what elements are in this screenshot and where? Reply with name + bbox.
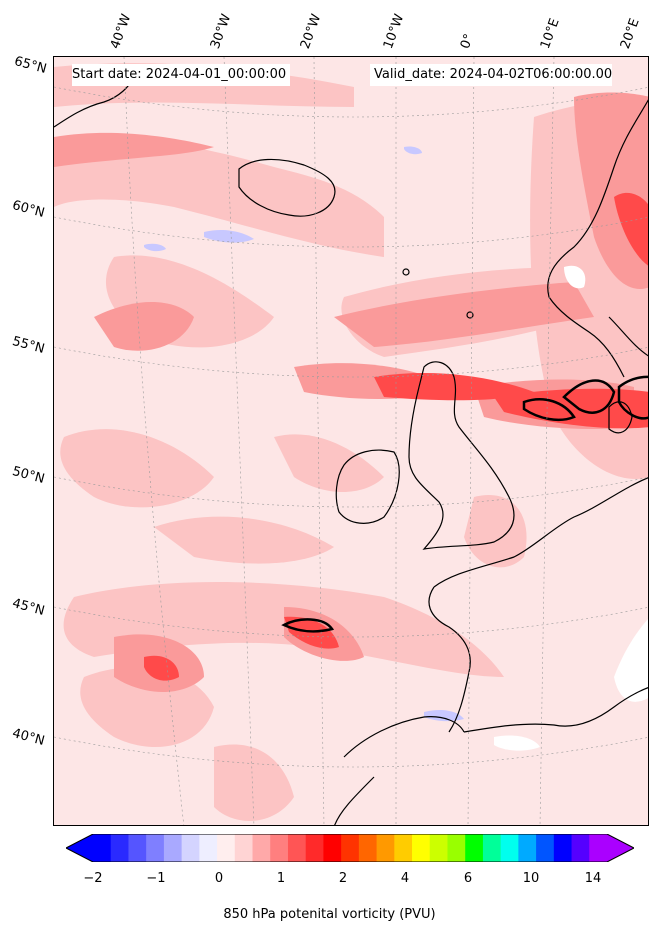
colorbar-tick-label: 2 (338, 871, 348, 886)
colorbar-swatch (518, 834, 537, 862)
lat-label-55n: 55°N (10, 334, 47, 357)
colorbar-swatch (199, 834, 218, 862)
lon-label-10w: 10°W (380, 12, 408, 51)
colorbar-swatch (465, 834, 484, 862)
colorbar-tick-label: −2 (83, 871, 103, 886)
colorbar-tick-label: 14 (584, 871, 602, 886)
colorbar (66, 834, 634, 862)
graticule (54, 57, 648, 825)
colorbar-swatch (287, 834, 307, 862)
colorbar-under-arrow (66, 834, 93, 862)
colorbar-swatch (146, 834, 165, 862)
colorbar-swatch (110, 834, 129, 862)
colorbar-swatch (358, 834, 378, 862)
lon-label-0: 0° (457, 31, 478, 51)
lat-label-65n: 65°N (12, 54, 49, 77)
colorbar-swatch (341, 834, 360, 862)
colorbar-tick-label: 6 (463, 871, 473, 886)
colorbar-swatch (589, 834, 608, 862)
colorbar-swatch (163, 834, 183, 862)
colorbar-swatch (482, 834, 502, 862)
colorbar-swatch (305, 834, 324, 862)
colorbar-swatch (181, 834, 200, 862)
pv-2pvu-contours (281, 375, 648, 633)
colorbar-swatch (252, 834, 271, 862)
colorbar-swatch (323, 834, 342, 862)
colorbar-tick-label: 4 (400, 871, 410, 886)
colorbar-over-arrow (607, 834, 634, 862)
pv-zero-areas (494, 265, 648, 751)
colorbar-label: 850 hPa potenital vorticity (PVU) (223, 907, 436, 922)
colorbar-swatch (429, 834, 448, 862)
colorbar-swatch (217, 834, 236, 862)
lon-label-10e: 10°E (537, 16, 563, 51)
colorbar-swatch (376, 834, 395, 862)
colorbar-swatch (128, 834, 147, 862)
lat-label-40n: 40°N (10, 726, 47, 749)
colorbar-tick-label: 10 (522, 871, 540, 886)
map-panel (53, 56, 649, 826)
lat-label-50n: 50°N (10, 464, 47, 487)
lon-label-20e: 20°E (617, 16, 643, 51)
colorbar-swatch (234, 834, 254, 862)
colorbar-tick-label: 1 (276, 871, 286, 886)
colorbar-swatch (394, 834, 413, 862)
colorbar-swatch (447, 834, 466, 862)
lon-label-40w: 40°W (107, 12, 135, 51)
lon-label-30w: 30°W (207, 12, 235, 51)
colorbar-swatch (270, 834, 289, 862)
colorbar-swatch (536, 834, 555, 862)
lon-label-20w: 20°W (297, 12, 325, 51)
colorbar-tick-label: −1 (146, 871, 166, 886)
colorbar-tick-label: 0 (214, 871, 224, 886)
pv-field-map (54, 57, 648, 825)
colorbar-swatch (571, 834, 590, 862)
pv-negative-areas (144, 146, 464, 722)
colorbar-swatch (412, 834, 431, 862)
colorbar-swatch (500, 834, 519, 862)
lat-label-60n: 60°N (10, 198, 47, 221)
lat-label-45n: 45°N (10, 596, 47, 619)
colorbar-swatch (93, 834, 112, 862)
colorbar-swatch (553, 834, 573, 862)
valid-date-label: Valid_date: 2024-04-02T06:00:00.00 (370, 64, 613, 86)
start-date-label: Start date: 2024-04-01_00:00:00 (72, 64, 291, 86)
